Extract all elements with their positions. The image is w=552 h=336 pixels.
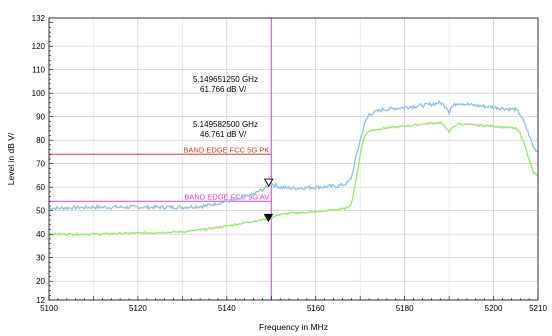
x-axis-title: Frequency in MHz bbox=[259, 322, 328, 332]
limit-line-label: BAND EDGE FCC 5G PK bbox=[183, 145, 269, 154]
y-tick-label: 50 bbox=[36, 207, 45, 216]
marker-filled-triangle bbox=[263, 213, 274, 223]
x-tick-label: 5180 bbox=[396, 304, 414, 313]
y-tick-label: 60 bbox=[36, 183, 45, 192]
x-tick-label: 5120 bbox=[129, 304, 147, 313]
limit-lines: BAND EDGE FCC 5G PK BAND EDGE FCC 5G AV bbox=[49, 18, 272, 300]
plot-area bbox=[49, 18, 538, 300]
series-line-1 bbox=[48, 99, 539, 212]
y-tick-label: 40 bbox=[36, 230, 45, 239]
marker-frequency-readout: 5.149582500 GHz bbox=[193, 120, 258, 129]
limit-line-label: BAND EDGE FCC 5G AV bbox=[184, 192, 269, 201]
y-tick-label: 70 bbox=[36, 160, 45, 169]
marker-level-readout: 46.761 dB V/ bbox=[200, 130, 247, 139]
y-tick-label: 120 bbox=[32, 42, 46, 51]
x-tick-label: 5160 bbox=[307, 304, 325, 313]
y-tick-label: 110 bbox=[32, 66, 45, 75]
series-group bbox=[48, 99, 539, 236]
x-tick-label: 5100 bbox=[40, 304, 58, 313]
y-tick-label: 80 bbox=[36, 136, 45, 145]
series-line-2 bbox=[48, 121, 539, 236]
y-tick-label: 132 bbox=[32, 14, 46, 23]
axis-ticks: 5100 5120 5140 5160 5180 5200 5210 12 20 30 40 50 60… bbox=[32, 14, 548, 313]
y-tick-label: 90 bbox=[36, 113, 45, 122]
y-axis-title: Level in dB V/ bbox=[6, 132, 16, 185]
y-tick-label: 20 bbox=[36, 277, 45, 286]
y-tick-label: 30 bbox=[36, 254, 45, 263]
x-tick-label: 5210 bbox=[529, 304, 547, 313]
marker-open-triangle bbox=[263, 178, 274, 187]
marker-frequency-readout: 5.149651250 GHz bbox=[193, 75, 258, 84]
y-tick-label: 100 bbox=[32, 89, 46, 98]
x-tick-label: 5200 bbox=[485, 304, 503, 313]
y-tick-label: 12 bbox=[36, 296, 45, 305]
marker-level-readout: 61.766 dB V/ bbox=[200, 85, 247, 94]
x-tick-label: 5140 bbox=[218, 304, 236, 313]
